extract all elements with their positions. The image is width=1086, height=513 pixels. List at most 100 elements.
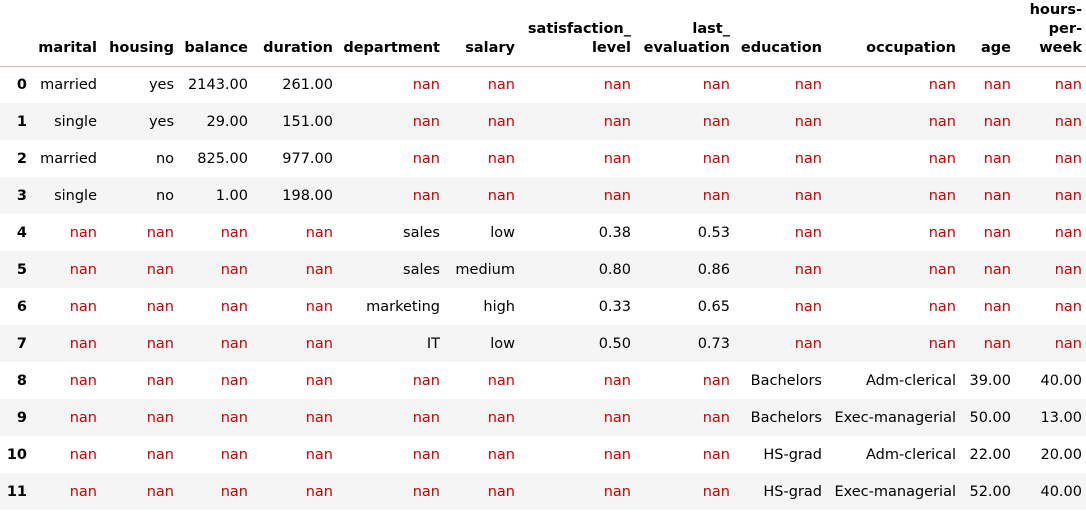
missing-value-cell: nan xyxy=(412,372,440,389)
missing-value-cell: nan xyxy=(146,409,174,426)
table-cell: 50.00 xyxy=(969,409,1011,426)
column-header: salary xyxy=(444,0,519,67)
table-cell: 261.00 xyxy=(282,76,333,93)
table-cell: Exec-managerial xyxy=(834,409,956,426)
missing-value-cell: nan xyxy=(928,187,956,204)
row-index: 2 xyxy=(16,150,27,167)
missing-value-cell: nan xyxy=(603,409,631,426)
missing-value-cell: nan xyxy=(928,298,956,315)
missing-value-cell: nan xyxy=(487,113,515,130)
row-index: 8 xyxy=(16,372,27,389)
missing-value-cell: nan xyxy=(794,76,822,93)
missing-value-cell: nan xyxy=(983,76,1011,93)
missing-value-cell: nan xyxy=(702,446,730,463)
table-row: 6 nan nan nan nan marketing high 0.33 0.65 nan nan… xyxy=(0,288,1086,325)
table-cell: 2143.00 xyxy=(188,76,248,93)
missing-value-cell: nan xyxy=(928,224,956,241)
missing-value-cell: nan xyxy=(220,483,248,500)
missing-value-cell: nan xyxy=(69,298,97,315)
table-row: 8 nan nan nan nan nan nan nan nan Bachelors Adm-cl… xyxy=(0,362,1086,399)
missing-value-cell: nan xyxy=(603,372,631,389)
column-header: department xyxy=(337,0,444,67)
missing-value-cell: nan xyxy=(603,483,631,500)
missing-value-cell: nan xyxy=(702,409,730,426)
missing-value-cell: nan xyxy=(487,409,515,426)
table-cell: HS-grad xyxy=(763,446,822,463)
missing-value-cell: nan xyxy=(220,446,248,463)
missing-value-cell: nan xyxy=(702,113,730,130)
missing-value-cell: nan xyxy=(69,409,97,426)
table-row: 5 nan nan nan nan sales medium 0.80 0.86 nan nan na… xyxy=(0,251,1086,288)
table-cell: no xyxy=(155,187,174,204)
missing-value-cell: nan xyxy=(928,150,956,167)
table-cell: IT xyxy=(426,335,440,352)
missing-value-cell: nan xyxy=(1054,150,1082,167)
missing-value-cell: nan xyxy=(928,113,956,130)
missing-value-cell: nan xyxy=(487,446,515,463)
missing-value-cell: nan xyxy=(412,76,440,93)
table-cell: 40.00 xyxy=(1040,372,1082,389)
missing-value-cell: nan xyxy=(603,150,631,167)
missing-value-cell: nan xyxy=(794,298,822,315)
missing-value-cell: nan xyxy=(928,335,956,352)
table-cell: single xyxy=(54,113,97,130)
column-header: hours- per- week xyxy=(1015,0,1086,67)
missing-value-cell: nan xyxy=(305,372,333,389)
missing-value-cell: nan xyxy=(928,261,956,278)
missing-value-cell: nan xyxy=(69,483,97,500)
table-header: marital housing balance duration departm… xyxy=(0,0,1086,67)
table-cell: 22.00 xyxy=(969,446,1011,463)
missing-value-cell: nan xyxy=(603,446,631,463)
missing-value-cell: nan xyxy=(487,372,515,389)
table-row: 4 nan nan nan nan sales low 0.38 0.53 nan nan nan na… xyxy=(0,214,1086,251)
missing-value-cell: nan xyxy=(702,372,730,389)
missing-value-cell: nan xyxy=(305,224,333,241)
column-header: satisfaction_ level xyxy=(519,0,635,67)
missing-value-cell: nan xyxy=(1054,187,1082,204)
missing-value-cell: nan xyxy=(1054,298,1082,315)
missing-value-cell: nan xyxy=(146,446,174,463)
missing-value-cell: nan xyxy=(1054,76,1082,93)
table-cell: 0.33 xyxy=(598,298,631,315)
table-cell: 0.38 xyxy=(598,224,631,241)
missing-value-cell: nan xyxy=(487,187,515,204)
table-cell: Adm-clerical xyxy=(865,372,956,389)
missing-value-cell: nan xyxy=(305,298,333,315)
table-cell: Bachelors xyxy=(750,409,822,426)
table-cell: marketing xyxy=(366,298,440,315)
missing-value-cell: nan xyxy=(1054,335,1082,352)
missing-value-cell: nan xyxy=(412,150,440,167)
missing-value-cell: nan xyxy=(146,224,174,241)
table-cell: Bachelors xyxy=(750,372,822,389)
table-cell: 40.00 xyxy=(1040,483,1082,500)
missing-value-cell: nan xyxy=(794,224,822,241)
table-cell: Exec-managerial xyxy=(834,483,956,500)
column-header: duration xyxy=(252,0,337,67)
missing-value-cell: nan xyxy=(146,372,174,389)
missing-value-cell: nan xyxy=(412,446,440,463)
missing-value-cell: nan xyxy=(794,335,822,352)
table-cell: 52.00 xyxy=(969,483,1011,500)
table-cell: 0.65 xyxy=(697,298,730,315)
table-cell: 39.00 xyxy=(969,372,1011,389)
index-header xyxy=(0,0,36,67)
missing-value-cell: nan xyxy=(928,76,956,93)
table-row: 0 married yes 2143.00 261.00 nan nan nan nan nan n… xyxy=(0,66,1086,103)
missing-value-cell: nan xyxy=(305,409,333,426)
row-index: 3 xyxy=(16,187,27,204)
missing-value-cell: nan xyxy=(412,113,440,130)
table-cell: single xyxy=(54,187,97,204)
missing-value-cell: nan xyxy=(983,298,1011,315)
table-row: 2 married no 825.00 977.00 nan nan nan nan nan nan… xyxy=(0,140,1086,177)
missing-value-cell: nan xyxy=(305,483,333,500)
table-cell: 1.00 xyxy=(215,187,248,204)
missing-value-cell: nan xyxy=(220,409,248,426)
column-header: last_ evaluation xyxy=(635,0,734,67)
row-index: 7 xyxy=(16,335,27,352)
missing-value-cell: nan xyxy=(702,187,730,204)
table-row: 10 nan nan nan nan nan nan nan nan HS-grad Adm-cle… xyxy=(0,436,1086,473)
missing-value-cell: nan xyxy=(702,76,730,93)
missing-value-cell: nan xyxy=(1054,224,1082,241)
missing-value-cell: nan xyxy=(305,335,333,352)
